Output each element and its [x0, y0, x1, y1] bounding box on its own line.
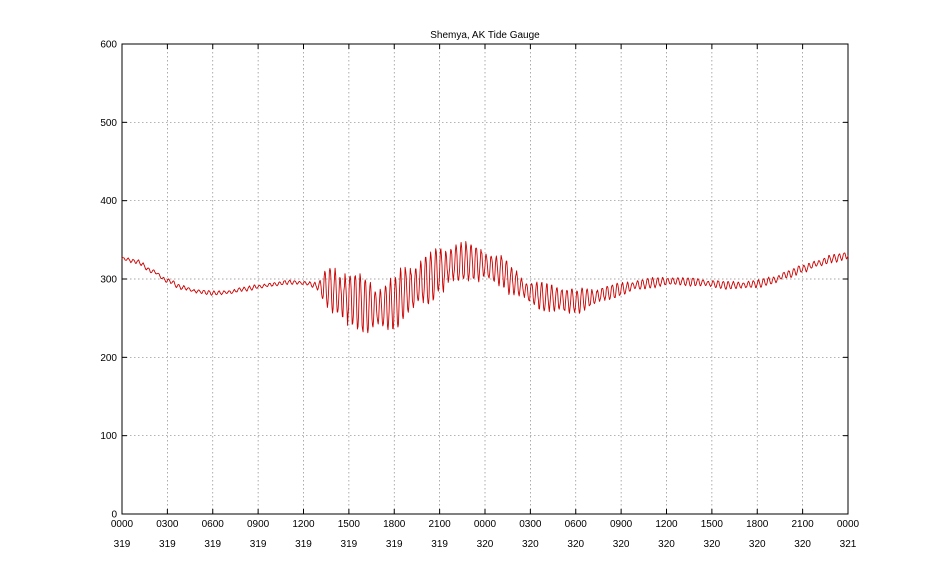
x-tick-time-label: 2100 [429, 519, 452, 530]
y-tick-label: 300 [100, 275, 117, 286]
axis-ticks: 0 100 200 300 400 500 600 0000 319 0300 319 0600 319… [100, 40, 859, 551]
y-tick-label: 0 [111, 510, 117, 521]
x-tick-time-label: 0300 [156, 519, 179, 530]
x-tick-day-label: 320 [613, 539, 630, 550]
x-tick-day-label: 320 [794, 539, 811, 550]
y-tick-label: 200 [100, 353, 117, 364]
y-tick-label: 600 [100, 40, 117, 51]
x-tick-day-label: 319 [295, 539, 312, 550]
x-tick-day-label: 320 [704, 539, 721, 550]
x-tick-time-label: 1200 [655, 519, 678, 530]
x-tick-time-label: 0000 [837, 519, 860, 530]
y-tick-label: 400 [100, 196, 117, 207]
x-tick-time-label: 1500 [701, 519, 724, 530]
x-tick-day-label: 320 [658, 539, 675, 550]
x-tick-time-label: 2100 [792, 519, 815, 530]
x-tick-day-label: 319 [250, 539, 267, 550]
x-tick-day-label: 319 [204, 539, 221, 550]
x-tick-time-label: 0900 [247, 519, 270, 530]
x-tick-day-label: 320 [749, 539, 766, 550]
x-tick-day-label: 319 [159, 539, 176, 550]
x-tick-time-label: 1500 [338, 519, 361, 530]
chart-title: Shemya, AK Tide Gauge [430, 30, 540, 41]
x-tick-day-label: 319 [341, 539, 358, 550]
x-tick-time-label: 0000 [474, 519, 497, 530]
x-tick-day-label: 320 [477, 539, 494, 550]
x-tick-day-label: 319 [386, 539, 403, 550]
x-tick-time-label: 0900 [610, 519, 633, 530]
x-tick-time-label: 0600 [565, 519, 588, 530]
x-tick-day-label: 320 [567, 539, 584, 550]
tide-series-line [121, 241, 849, 334]
grid [122, 44, 848, 514]
x-tick-time-label: 0300 [519, 519, 542, 530]
series-group [121, 241, 849, 334]
y-tick-label: 100 [100, 431, 117, 442]
x-tick-day-label: 321 [840, 539, 857, 550]
x-tick-day-label: 319 [114, 539, 131, 550]
x-tick-day-label: 320 [522, 539, 539, 550]
y-tick-label: 500 [100, 118, 117, 129]
x-tick-time-label: 0000 [111, 519, 134, 530]
x-tick-time-label: 1800 [746, 519, 769, 530]
x-tick-time-label: 0600 [202, 519, 225, 530]
x-tick-time-label: 1800 [383, 519, 406, 530]
x-tick-time-label: 1200 [292, 519, 315, 530]
x-tick-day-label: 319 [431, 539, 448, 550]
